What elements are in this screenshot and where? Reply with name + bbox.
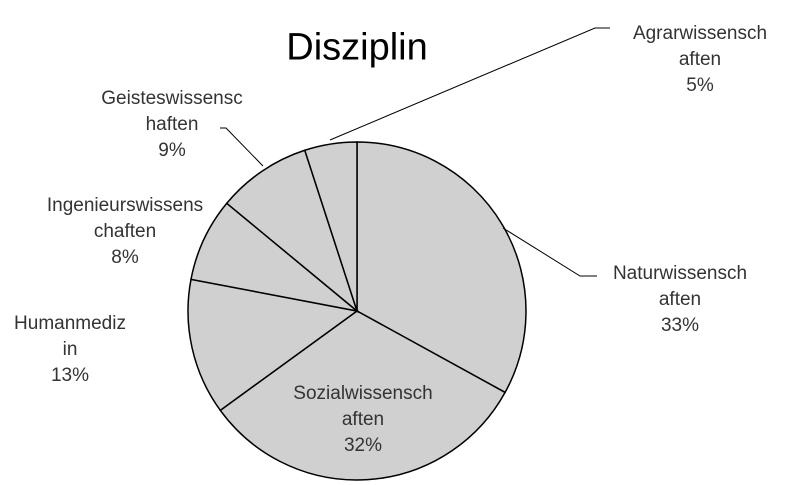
leader-line	[220, 127, 264, 167]
value-label: 5%	[686, 75, 714, 96]
value-label: 8%	[111, 247, 139, 268]
slice-label: Geisteswissenschaften 9%	[97, 86, 247, 164]
category-label: Naturwissenschaften	[612, 263, 748, 310]
slice-label: Agrarwissenschaften 5%	[633, 21, 768, 99]
slices	[187, 141, 527, 481]
pie-slice	[303, 141, 358, 312]
leader-line	[329, 27, 610, 141]
category-label: Humanmedizin	[14, 313, 126, 360]
value-label: 9%	[158, 140, 186, 161]
pie-slice	[219, 310, 507, 481]
value-label: 13%	[50, 365, 90, 386]
category-label: Agrarwissenschaften	[632, 23, 768, 70]
pie-slice	[225, 149, 359, 314]
slice-label: Sozialwissenschaften 32%	[293, 381, 433, 459]
category-label: Ingenieurswissenschaften	[46, 195, 204, 242]
leader-line	[502, 227, 597, 277]
slice-label: Naturwissenschaften 33%	[610, 261, 750, 339]
category-label: Sozialwissenschaften	[293, 383, 433, 430]
category-label: Geisteswissenschaften	[101, 88, 243, 135]
pie-slice	[356, 141, 527, 394]
chart-title: Disziplin	[286, 26, 428, 69]
slice-label: Ingenieurswissenschaften 8%	[45, 193, 205, 271]
value-label: 32%	[343, 435, 383, 456]
value-label: 33%	[660, 315, 700, 336]
leader-lines	[220, 27, 610, 277]
slice-label: Humanmedizin 13%	[13, 311, 128, 389]
pie-slice	[187, 278, 359, 412]
